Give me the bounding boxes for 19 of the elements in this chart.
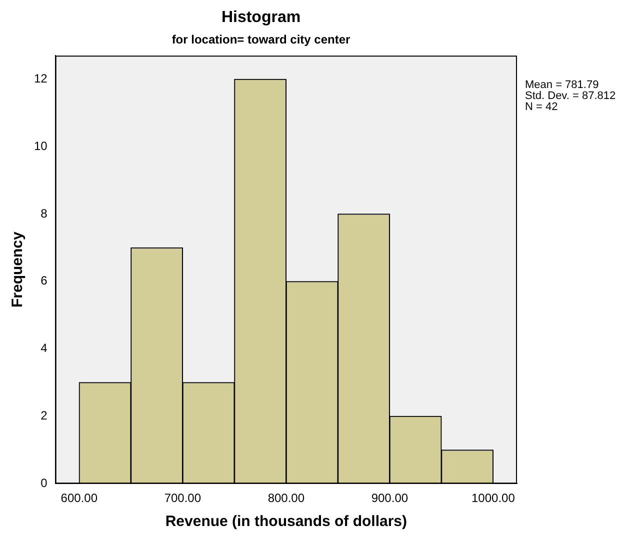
chart-subtitle: for location= toward city center bbox=[172, 32, 351, 47]
x-tick-label: 900.00 bbox=[371, 491, 408, 506]
y-tick-label: 2 bbox=[40, 408, 48, 423]
y-tick-label: 12 bbox=[34, 72, 48, 86]
x-tick-label: 800.00 bbox=[268, 491, 305, 506]
text: Std. Dev. = 87.812 bbox=[525, 90, 616, 102]
x-axis-title: Revenue (in thousands of dollars) bbox=[165, 513, 408, 530]
y-tick-label: 8 bbox=[40, 206, 48, 220]
y-tick-label: 10 bbox=[34, 138, 48, 153]
x-tick-label: 700.00 bbox=[164, 491, 202, 506]
y-tick-label: 0 bbox=[40, 476, 48, 490]
y-tick-label: 4 bbox=[40, 341, 48, 356]
chart-title: Histogram bbox=[221, 9, 301, 26]
text: N = 42 bbox=[525, 101, 558, 114]
y-axis-title: Frequency bbox=[9, 231, 26, 308]
x-tick-label: 600.00 bbox=[60, 491, 98, 506]
text: Mean = 781.79 bbox=[525, 79, 599, 92]
x-tick-label: 1000.00 bbox=[471, 491, 516, 506]
y-tick-label: 6 bbox=[40, 274, 48, 288]
